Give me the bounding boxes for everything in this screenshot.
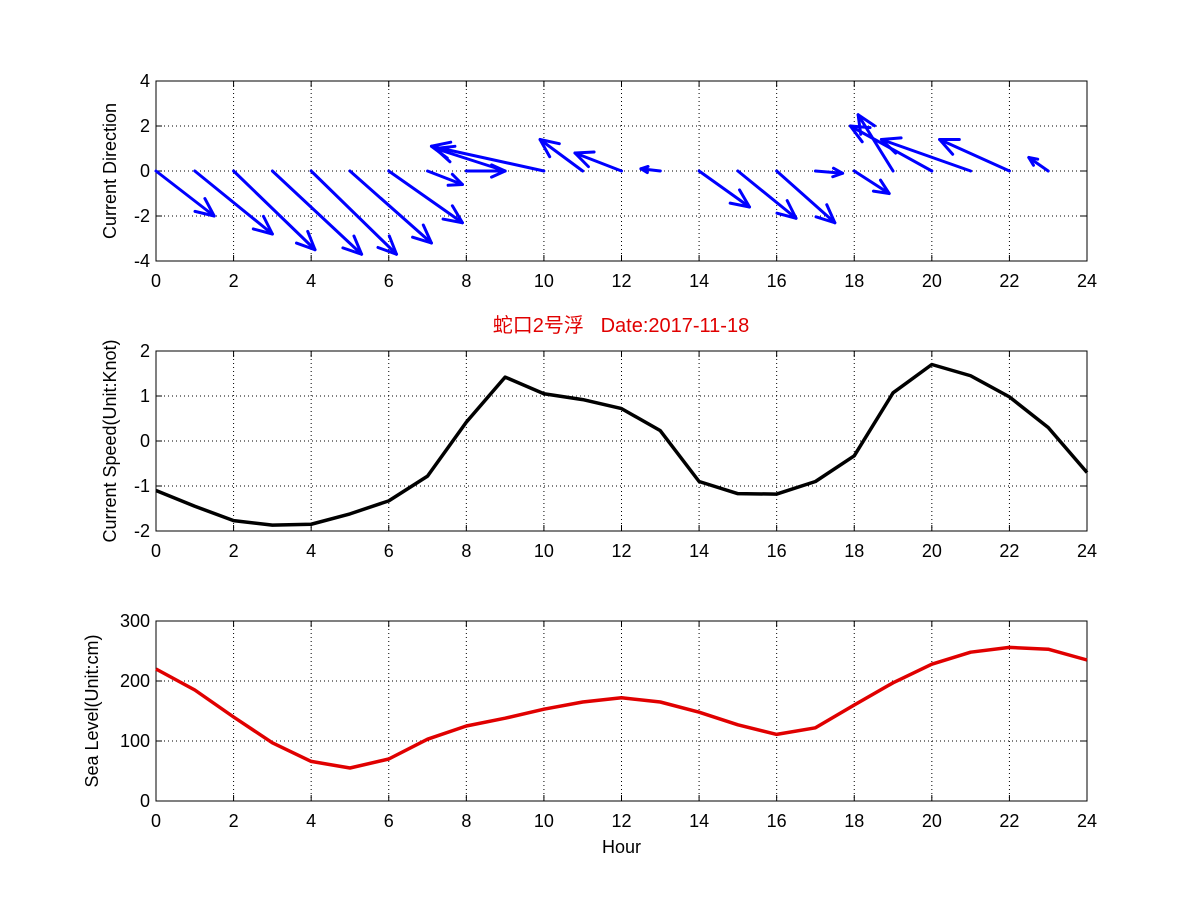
x-tick-label: 4 [306, 541, 316, 561]
x-axis-label: Hour [602, 837, 641, 857]
x-tick-label: 24 [1077, 541, 1097, 561]
x-tick-label: 4 [306, 811, 316, 831]
x-tick-label: 22 [999, 271, 1019, 291]
x-tick-label: 10 [534, 541, 554, 561]
x-tick-label: 2 [229, 541, 239, 561]
x-tick-label: 18 [844, 541, 864, 561]
x-tick-label: 12 [611, 541, 631, 561]
x-tick-label: 16 [767, 271, 787, 291]
x-tick-label: 8 [461, 541, 471, 561]
y-axis-label: Current Direction [100, 103, 120, 239]
y-tick-label: 100 [120, 731, 150, 751]
x-tick-label: 24 [1077, 271, 1097, 291]
x-tick-label: 24 [1077, 811, 1097, 831]
direction-arrow [348, 169, 433, 245]
x-tick-label: 18 [844, 271, 864, 291]
direction-arrow [813, 166, 845, 179]
direction-arrow [387, 169, 464, 225]
direction-arrow [697, 169, 752, 209]
y-tick-label: -2 [134, 521, 150, 541]
direction-arrow [538, 138, 585, 173]
y-tick-label: 4 [140, 71, 150, 91]
direction-arrow [879, 136, 973, 173]
x-tick-label: 4 [306, 271, 316, 291]
direction-arrow [464, 163, 507, 179]
direction-arrow [852, 169, 891, 195]
y-tick-label: -2 [134, 206, 150, 226]
x-tick-label: 0 [151, 541, 161, 561]
sea-level-line [155, 645, 1088, 770]
x-tick-label: 12 [611, 271, 631, 291]
y-tick-label: 0 [140, 161, 150, 181]
y-tick-label: 1 [140, 386, 150, 406]
chart-title: 蛇口2号浮 Date:2017-11-18 [493, 314, 749, 337]
x-tick-label: 20 [922, 271, 942, 291]
direction-arrow [1027, 156, 1050, 173]
x-tick-label: 8 [461, 811, 471, 831]
direction-arrow [775, 169, 837, 225]
direction-arrow [232, 169, 317, 252]
direction-arrow [573, 150, 623, 173]
direction-arrow [429, 140, 546, 173]
direction-arrow [270, 169, 364, 256]
x-tick-label: 10 [534, 811, 554, 831]
current-speed-line [155, 362, 1089, 527]
x-tick-label: 20 [922, 811, 942, 831]
x-tick-label: 18 [844, 811, 864, 831]
x-tick-label: 22 [999, 541, 1019, 561]
y-axis-label: Sea Level(Unit:cm) [82, 634, 102, 787]
direction-arrow [193, 169, 274, 236]
x-tick-label: 10 [534, 271, 554, 291]
x-tick-label: 6 [384, 271, 394, 291]
x-tick-label: 12 [611, 811, 631, 831]
y-tick-label: 0 [140, 431, 150, 451]
direction-arrow [639, 164, 662, 175]
x-tick-label: 0 [151, 811, 161, 831]
direction-arrow [309, 169, 399, 256]
direction-arrow [736, 169, 798, 220]
x-tick-label: 6 [384, 811, 394, 831]
x-tick-label: 2 [229, 811, 239, 831]
y-tick-label: 300 [120, 611, 150, 631]
direction-arrow [938, 138, 1011, 173]
x-tick-label: 6 [384, 541, 394, 561]
x-tick-label: 2 [229, 271, 239, 291]
x-tick-label: 14 [689, 811, 709, 831]
x-tick-label: 14 [689, 541, 709, 561]
y-tick-label: 2 [140, 341, 150, 361]
direction-arrow [154, 169, 216, 218]
y-tick-label: 2 [140, 116, 150, 136]
y-axis-label: Current Speed(Unit:Knot) [100, 339, 120, 542]
x-tick-label: 20 [922, 541, 942, 561]
x-tick-label: 16 [767, 541, 787, 561]
y-tick-label: -1 [134, 476, 150, 496]
y-tick-label: 0 [140, 791, 150, 811]
x-tick-label: 16 [767, 811, 787, 831]
x-tick-label: 22 [999, 811, 1019, 831]
x-tick-label: 0 [151, 271, 161, 291]
y-tick-label: 200 [120, 671, 150, 691]
direction-arrow [426, 169, 464, 187]
x-tick-label: 8 [461, 271, 471, 291]
x-tick-label: 14 [689, 271, 709, 291]
y-tick-label: -4 [134, 251, 150, 271]
